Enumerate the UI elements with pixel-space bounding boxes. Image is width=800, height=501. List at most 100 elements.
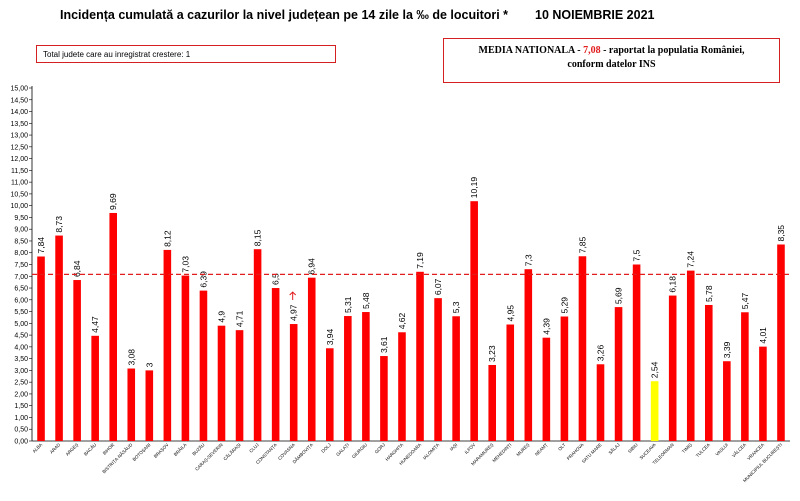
bar-value-label: 3,39 [722,341,732,358]
bar [650,381,659,441]
y-tick-label: 13,00 [10,133,28,140]
bar [632,264,641,441]
y-tick-label: 12,00 [10,156,28,163]
bar [91,335,99,441]
bar [109,212,118,441]
bar-value-label: 4,47 [90,316,100,333]
bar-value-label: 7,03 [180,256,190,273]
x-category-label: NEAMȚ [534,442,549,457]
bar-value-label: 4,62 [397,312,407,329]
bar-value-label: 4,01 [758,327,768,344]
bar-value-label: 5,3 [451,301,461,313]
bar-value-label: 8,12 [162,230,172,247]
x-category-label: BIHOR [102,442,116,456]
bar [614,307,623,441]
bar-value-label: 7,5 [632,249,642,261]
x-category-label: CĂLĂRAȘI [222,441,242,461]
bar-value-label: 6,84 [72,260,82,277]
x-category-label: GIURGIU [351,442,368,459]
x-category-label: DOLJ [320,442,332,454]
y-tick-label: 0,50 [14,427,28,434]
x-category-label: TIMIȘ [681,442,693,454]
bar [181,275,190,441]
y-tick-label: 1,00 [14,415,28,422]
bar-value-label: 3 [144,362,154,367]
y-tick-label: 14,50 [10,97,28,104]
bar-value-label: 5,78 [704,285,714,302]
y-tick-label: 7,00 [14,274,28,281]
x-category-label: IALOMIȚA [422,442,440,460]
bar [398,332,406,441]
x-category-label: MEHEDINȚI [491,442,512,463]
y-tick-label: 4,50 [14,333,28,340]
y-tick-label: 6,00 [14,297,28,304]
bar-value-label: 5,48 [361,292,371,309]
national-average-label: MEDIA NATIONALA [478,45,575,56]
bar [488,364,497,441]
bar [163,249,172,441]
bar [289,324,298,441]
dash-separator: - [603,45,609,56]
x-category-label: ARGEȘ [65,442,80,457]
bar [524,269,533,441]
y-tick-label: 2,00 [14,391,28,398]
bar-value-label: 8,35 [776,225,786,242]
bar [145,370,154,441]
y-tick-label: 12,50 [10,144,28,151]
x-category-label: SUCEAVA [639,442,657,460]
bar-value-label: 7,84 [36,237,46,254]
increase-count-box: Total judete care au inregistrat crester… [36,45,336,63]
bar-value-label: 7,19 [415,252,425,269]
y-tick-label: 6,50 [14,286,28,293]
y-tick-label: 0,00 [14,439,28,446]
bar [253,249,262,441]
bar [271,288,280,441]
x-category-label: ILFOV [464,442,477,455]
bar [344,316,352,441]
bar [506,324,515,441]
y-tick-label: 9,00 [14,227,28,234]
chart-date: 10 NOIEMBRIE 2021 [535,8,655,22]
bar [741,312,749,441]
bar [380,356,388,441]
bar-value-label: 4,71 [235,310,245,327]
bar [759,346,767,441]
national-average-box: MEDIA NATIONALA - 7,08 - raportat la pop… [443,38,780,83]
bar-value-label: 6,07 [433,278,443,295]
bar-value-label: 8,15 [253,229,263,246]
y-tick-label: 8,00 [14,250,28,257]
bar-value-label: 4,97 [289,304,299,321]
bar [578,256,587,441]
bar [470,201,478,441]
x-category-label: BACĂU [82,441,97,456]
chart-title: Incidența cumulată a cazurilor la nivel … [60,8,509,22]
y-tick-label: 2,50 [14,380,28,387]
increase-count-text: Total judete care au inregistrat crester… [43,50,191,59]
bar [452,316,460,441]
bar-value-label: 10,19 [469,177,479,199]
x-category-label: ARAD [49,442,62,455]
bar [416,271,424,441]
y-tick-label: 10,00 [10,203,28,210]
y-tick-label: 8,50 [14,238,28,245]
bar-value-label: 7,24 [686,251,696,268]
bar [55,235,63,441]
bar-value-label: 5,31 [343,296,353,313]
bar [199,290,208,441]
x-category-label: BRAȘOV [153,442,170,459]
dash-separator: - [577,45,584,56]
y-tick-label: 1,50 [14,403,28,410]
bar-value-label: 6,94 [307,258,317,275]
x-category-label: SĂLAJ [607,441,621,455]
bar [542,337,551,441]
y-tick-label: 5,00 [14,321,28,328]
x-category-label: IAȘI [449,442,459,452]
national-average-value: 7,08 [583,45,601,56]
y-tick-label: 4,00 [14,344,28,351]
bar-value-label: 6,5 [271,273,281,285]
x-category-label: OLT [557,442,567,452]
y-tick-label: 11,00 [11,180,28,187]
bar [307,277,316,441]
bar-value-label: 3,08 [126,349,136,366]
